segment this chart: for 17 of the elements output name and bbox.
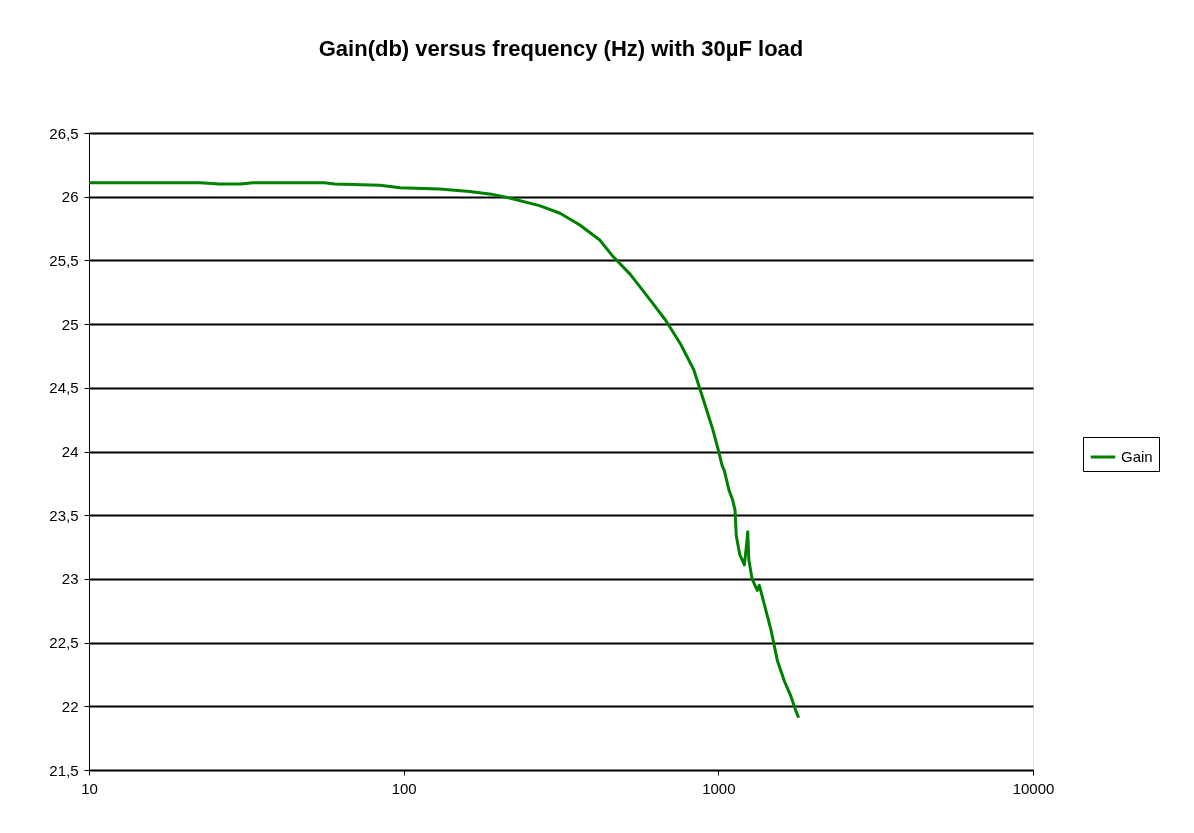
x-tick-label: 100: [391, 779, 417, 797]
y-tick-label: 22: [61, 697, 79, 715]
x-tick-label: 1000: [702, 779, 736, 797]
x-tick-label: 10000: [1012, 779, 1055, 797]
y-tick-label: 24: [61, 443, 79, 460]
x-tick-label: 10: [81, 779, 98, 797]
y-tick-label: 26,5: [49, 124, 79, 142]
chart-title: Gain(db) versus frequency (Hz) with 30µF load: [318, 36, 804, 61]
y-tick-label: 26: [61, 188, 79, 206]
y-tick-label: 25: [61, 315, 79, 333]
y-tick-label: 25,5: [49, 251, 79, 269]
y-tick-label: 22,5: [49, 634, 79, 652]
y-tick-label: 23: [61, 570, 79, 588]
y-tick-label: 21,5: [49, 761, 79, 779]
legend-label: Gain: [1121, 448, 1153, 465]
y-tick-label: 23,5: [49, 506, 79, 524]
y-tick-label: 24,5: [49, 379, 79, 397]
